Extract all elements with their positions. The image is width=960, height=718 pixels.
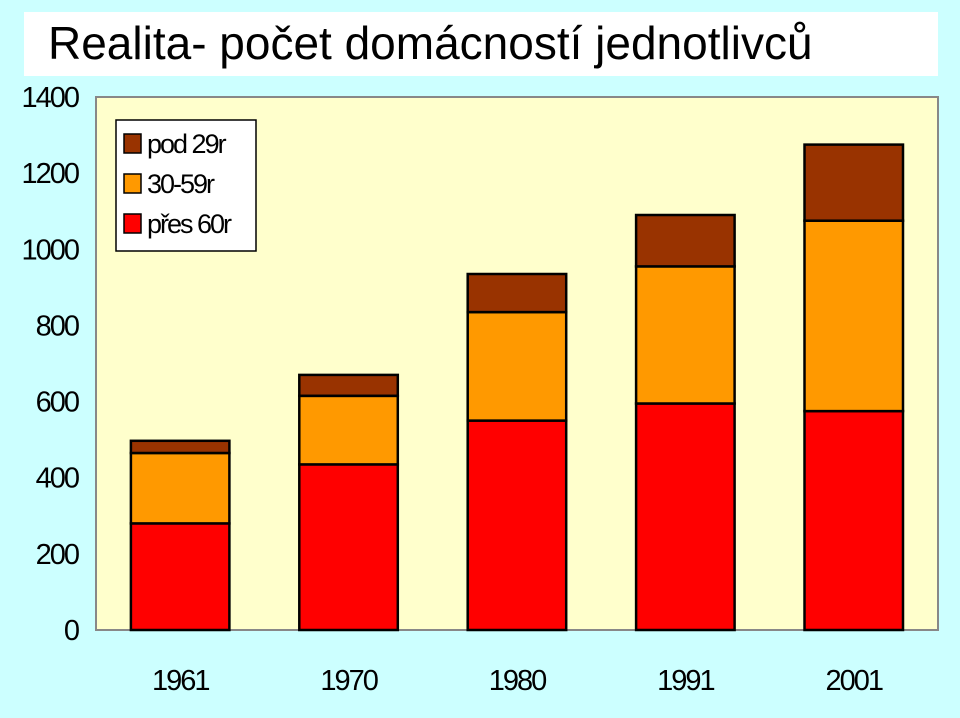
y-tick-label: 1000 bbox=[21, 234, 78, 266]
x-tick-label: 1980 bbox=[489, 665, 546, 697]
y-tick-label: 600 bbox=[36, 387, 79, 419]
legend-label: pod 29r bbox=[147, 129, 227, 159]
legend-label: přes 60r bbox=[147, 209, 232, 239]
bar-1991-seg-1 bbox=[634, 265, 736, 405]
bar-2001-seg-0 bbox=[803, 409, 905, 632]
bar-1961-seg-1 bbox=[129, 451, 231, 525]
legend-swatch bbox=[123, 213, 142, 234]
bar-1961-seg-0 bbox=[129, 522, 231, 632]
x-tick-label: 1991 bbox=[657, 665, 714, 697]
x-tick-label: 1970 bbox=[320, 665, 377, 697]
legend-swatch bbox=[123, 173, 142, 194]
y-tick-label: 400 bbox=[36, 463, 79, 495]
x-tick-label: 1961 bbox=[152, 665, 209, 697]
bar-1980-seg-0 bbox=[466, 419, 568, 632]
bar-1991-seg-2 bbox=[634, 213, 736, 268]
bar-2001-seg-2 bbox=[803, 143, 905, 222]
bar-1970-seg-0 bbox=[298, 463, 400, 632]
bar-1970-seg-2 bbox=[298, 373, 400, 398]
legend: pod 29r 30-59r přes 60r bbox=[115, 119, 257, 252]
y-tick-label: 200 bbox=[36, 539, 79, 571]
bar-1970-seg-1 bbox=[298, 394, 400, 466]
bar-1980-seg-1 bbox=[466, 310, 568, 422]
x-axis-ticks: 1961 1970 1980 1991 2001 bbox=[152, 665, 885, 697]
y-tick-label: 1400 bbox=[21, 82, 78, 114]
y-tick-label: 0 bbox=[64, 615, 79, 647]
bar-2001-seg-1 bbox=[803, 219, 905, 413]
title-box bbox=[24, 12, 938, 76]
bar-1961-seg-2 bbox=[129, 439, 231, 455]
legend-label: 30-59r bbox=[147, 169, 215, 199]
bar-1991-seg-0 bbox=[634, 402, 736, 632]
x-tick-label: 2001 bbox=[826, 665, 883, 697]
legend-swatch bbox=[123, 133, 142, 154]
chart-title: Realita- počet domácností jednotlivců bbox=[48, 17, 813, 69]
y-tick-label: 1200 bbox=[21, 158, 78, 190]
y-axis-ticks: 0 200 400 600 800 1000 1200 1400 bbox=[21, 82, 80, 647]
bar-1980-seg-2 bbox=[466, 272, 568, 314]
bars-group bbox=[129, 143, 905, 632]
y-tick-label: 800 bbox=[36, 310, 79, 342]
